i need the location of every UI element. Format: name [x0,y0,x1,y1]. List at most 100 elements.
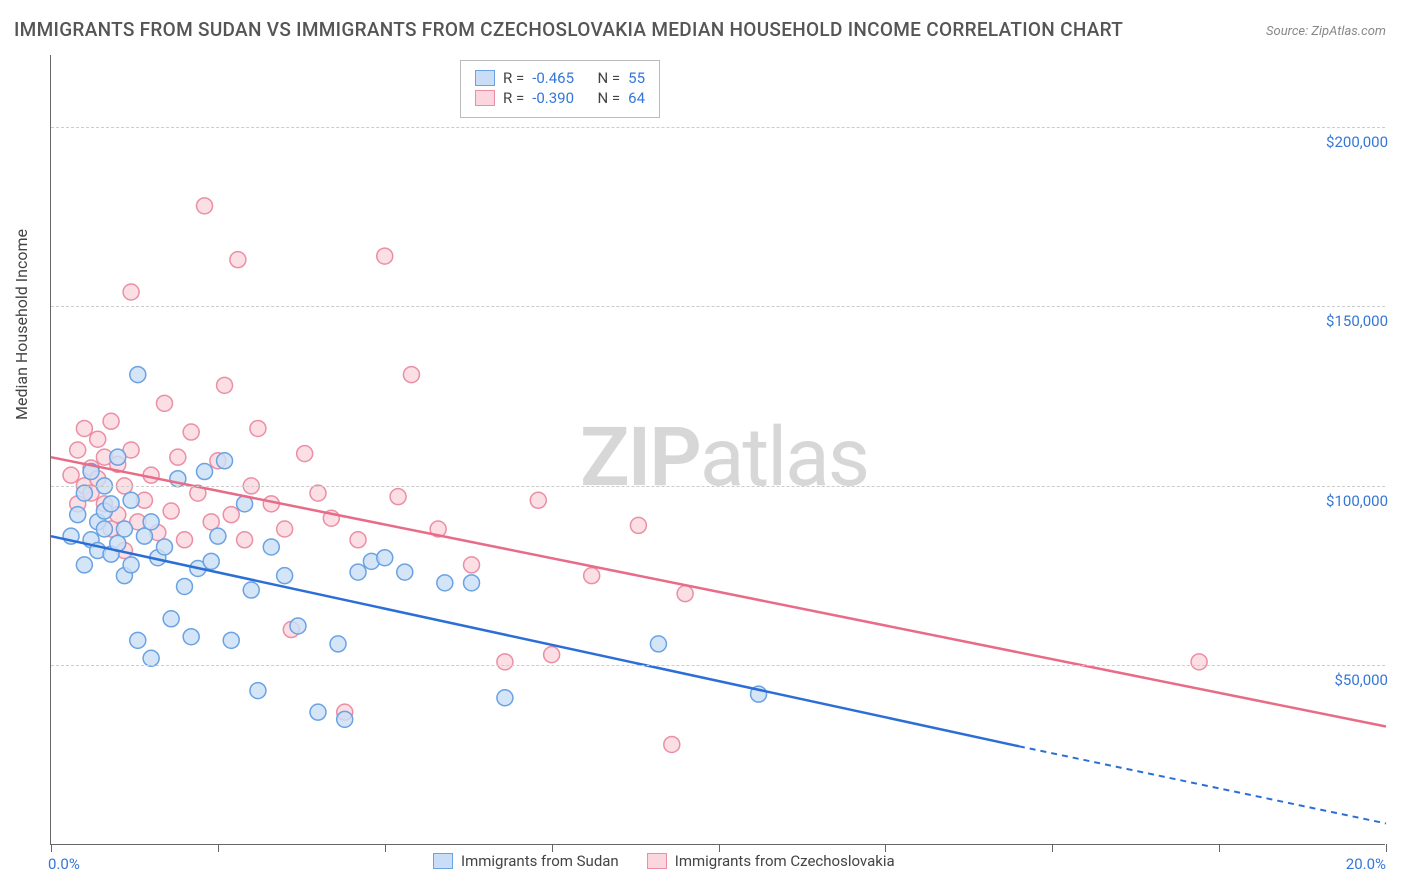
data-point [223,507,239,523]
data-point [197,464,213,480]
data-point [290,618,306,634]
data-point [297,446,313,462]
data-point [464,557,480,573]
data-point [143,514,159,530]
data-point [163,611,179,627]
data-point [390,489,406,505]
trend-line-dashed [1019,746,1386,823]
legend-label-1: Immigrants from Sudan [461,852,619,870]
data-point [337,711,353,727]
data-point [1191,654,1207,670]
data-point [544,647,560,663]
legend-item-1: Immigrants from Sudan [433,852,619,870]
y-tick-label: $100,000 [1326,492,1388,510]
data-point [130,632,146,648]
data-point [210,528,226,544]
r-value-1: -0.465 [532,69,574,87]
x-tick-mark [218,844,219,852]
n-label-2: N = [597,89,620,107]
r-label-2: R = [503,89,524,107]
stats-legend-box: R = -0.465 N = 55 R = -0.390 N = 64 [460,60,660,118]
x-tick-left: 0.0% [48,855,80,873]
data-point [143,650,159,666]
data-point [677,586,693,602]
source-label: Source: ZipAtlas.com [1266,24,1386,39]
data-point [377,550,393,566]
x-tick-right: 20.0% [1346,855,1386,873]
data-point [630,517,646,533]
data-point [103,413,119,429]
data-point [183,424,199,440]
data-point [76,485,92,501]
data-point [90,431,106,447]
data-point [96,521,112,537]
x-tick-mark [1052,844,1053,852]
n-value-1: 55 [628,69,645,87]
data-point [664,736,680,752]
data-point [76,420,92,436]
legend-item-2: Immigrants from Czechoslovakia [647,852,895,870]
x-tick-mark [885,844,886,852]
data-point [70,442,86,458]
data-point [116,521,132,537]
x-tick-mark [51,844,52,852]
data-point [464,575,480,591]
legend-swatch-2 [647,853,667,869]
stats-row-1: R = -0.465 N = 55 [475,69,645,87]
data-point [156,539,172,555]
data-point [377,248,393,264]
data-point [277,568,293,584]
data-point [263,539,279,555]
data-point [437,575,453,591]
data-point [170,449,186,465]
data-point [103,496,119,512]
x-tick-mark [552,844,553,852]
chart-container: IMMIGRANTS FROM SUDAN VS IMMIGRANTS FROM… [0,0,1406,892]
legend-swatch-1 [433,853,453,869]
n-value-2: 64 [628,89,645,107]
data-point [136,528,152,544]
swatch-series-1 [475,70,495,86]
data-point [403,367,419,383]
data-point [310,485,326,501]
data-point [250,420,266,436]
stats-row-2: R = -0.390 N = 64 [475,89,645,107]
data-point [223,632,239,648]
x-tick-mark [1219,844,1220,852]
y-tick-label: $200,000 [1326,133,1388,151]
gridline-h [51,306,1385,307]
r-label-1: R = [503,69,524,87]
data-point [217,453,233,469]
swatch-series-2 [475,90,495,106]
data-point [123,492,139,508]
data-point [130,367,146,383]
data-point [163,503,179,519]
y-tick-label: $150,000 [1326,312,1388,330]
data-point [237,532,253,548]
data-point [250,683,266,699]
n-label-1: N = [597,69,620,87]
data-point [217,377,233,393]
data-point [63,467,79,483]
gridline-h [51,665,1385,666]
plot-svg [51,55,1385,844]
chart-title: IMMIGRANTS FROM SUDAN VS IMMIGRANTS FROM… [14,18,1123,41]
data-point [110,449,126,465]
data-point [183,629,199,645]
data-point [177,532,193,548]
data-point [203,553,219,569]
data-point [76,557,92,573]
plot-area [50,55,1385,845]
data-point [397,564,413,580]
gridline-h [51,486,1385,487]
data-point [310,704,326,720]
bottom-legend: Immigrants from Sudan Immigrants from Cz… [433,852,895,870]
data-point [177,578,193,594]
data-point [497,690,513,706]
y-axis-label: Median Household Income [12,229,31,420]
data-point [350,532,366,548]
data-point [230,252,246,268]
data-point [70,507,86,523]
x-tick-mark [719,844,720,852]
data-point [123,557,139,573]
